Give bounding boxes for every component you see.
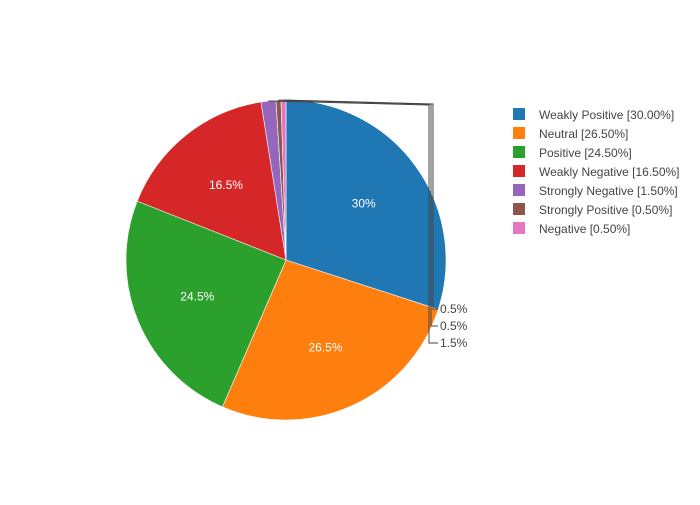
legend-item-weakly-negative[interactable]: Weakly Negative [16.50%] — [513, 165, 680, 179]
pie-slice-weakly-negative[interactable] — [136, 101, 287, 261]
legend-label: Weakly Negative [16.50%] — [539, 165, 680, 179]
pie-slice-labels: 30% 26.5% 24.5% 16.5% 0.5% 0.5% 1.5% — [180, 99, 468, 354]
legend-swatch — [513, 165, 525, 177]
legend-item-strongly-positive[interactable]: Strongly Positive [0.50%] — [513, 203, 672, 217]
slice-label-strongly-negative: 1.5% — [440, 336, 468, 350]
legend: Weakly Positive [30.00%] Neutral [26.50%]… — [513, 108, 680, 236]
slice-label-positive: 24.5% — [180, 290, 214, 304]
slice-label-weakly-positive: 30% — [352, 197, 376, 211]
legend-swatch — [513, 203, 525, 215]
legend-item-negative[interactable]: Negative [0.50%] — [513, 222, 630, 236]
legend-swatch — [513, 146, 525, 158]
legend-swatch — [513, 108, 525, 120]
slice-label-negative: 0.5% — [440, 302, 468, 316]
slice-label-strongly-positive: 0.5% — [440, 319, 468, 333]
legend-item-strongly-negative[interactable]: Strongly Negative [1.50%] — [513, 184, 678, 198]
slice-label-weakly-negative: 16.5% — [209, 178, 243, 192]
legend-item-weakly-positive[interactable]: Weakly Positive [30.00%] — [513, 108, 674, 122]
legend-label: Neutral [26.50%] — [539, 127, 628, 141]
legend-label: Strongly Negative [1.50%] — [539, 184, 678, 198]
legend-label: Weakly Positive [30.00%] — [539, 108, 674, 122]
legend-label: Positive [24.50%] — [539, 146, 632, 160]
legend-swatch — [513, 222, 525, 234]
legend-swatch — [513, 127, 525, 139]
legend-label: Negative [0.50%] — [539, 222, 630, 236]
pie-slice-neutral[interactable] — [222, 259, 439, 421]
slice-leader-line-strongly-negative — [268, 100, 438, 344]
slice-leader-line-strongly-positive — [278, 99, 438, 327]
legend-swatch — [513, 184, 525, 196]
slice-label-neutral: 26.5% — [308, 340, 342, 354]
legend-item-positive[interactable]: Positive [24.50%] — [513, 146, 632, 160]
pie-slice-weakly-positive[interactable] — [285, 99, 447, 310]
pie-slices — [125, 99, 447, 421]
legend-label: Strongly Positive [0.50%] — [539, 203, 672, 217]
pie-slice-positive[interactable] — [125, 200, 287, 408]
legend-item-neutral[interactable]: Neutral [26.50%] — [513, 127, 628, 141]
